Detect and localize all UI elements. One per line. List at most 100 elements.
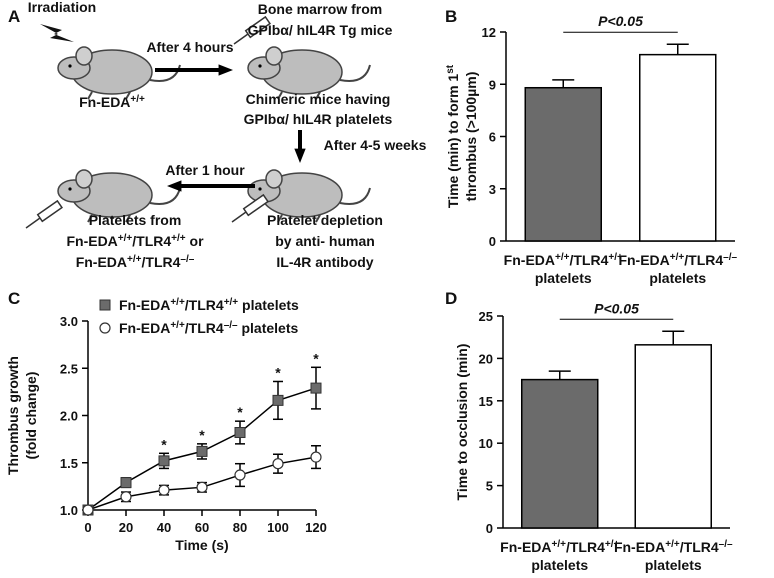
x-tick-label: 100 xyxy=(267,520,289,535)
x-tick-label: 60 xyxy=(195,520,209,535)
y-tick-label: 12 xyxy=(482,25,496,40)
y-tick-label: 0 xyxy=(489,234,496,249)
diagram-text: Fn-EDA+/+ xyxy=(79,94,145,111)
x-tick-label-part: /TLR4 xyxy=(680,539,719,555)
x-tick-label: platelets xyxy=(645,557,702,573)
y-tick-label: 2.5 xyxy=(60,361,78,376)
diagram-text: Fn-EDA+/+/TLR4+/+ or xyxy=(66,233,204,250)
diagram-text-part: /TLR4 xyxy=(142,254,181,270)
marker xyxy=(310,451,322,463)
significance-star: * xyxy=(275,364,281,380)
diagram-text: Irradiation xyxy=(28,0,96,15)
mouse-leg xyxy=(315,214,321,223)
syringe-needle xyxy=(233,33,249,45)
bar xyxy=(521,378,599,529)
y-tick-label: 1.0 xyxy=(60,503,78,518)
mouse-leg xyxy=(87,91,93,100)
x-tick-label-part: +/+ xyxy=(605,539,620,550)
diagram-text: After 4-5 weeks xyxy=(324,137,427,153)
significance-star: * xyxy=(161,436,167,452)
diagram-text-part: Fn-EDA xyxy=(79,94,130,110)
marker xyxy=(234,469,246,481)
diagram-text: Bone marrow from xyxy=(258,1,382,17)
y-axis-label-part: Time (min) to form 1 xyxy=(445,74,461,209)
mouse-leg xyxy=(125,214,131,223)
x-tick-label-part: Fn-EDA xyxy=(500,539,551,555)
mouse-tail xyxy=(339,187,371,205)
y-axis-label-part: Time to occlusion (min) xyxy=(454,344,470,501)
mouse-tail xyxy=(149,187,181,205)
legend-marker xyxy=(99,299,111,311)
y-tick-label: 9 xyxy=(489,77,496,92)
diagram-text: by anti- human xyxy=(275,233,375,249)
mouse-leg xyxy=(125,91,131,100)
diagram-text: Platelet depletion xyxy=(267,212,383,228)
diagram-text-part: Fn-EDA xyxy=(66,233,117,249)
mouse-eye xyxy=(258,64,262,68)
x-tick-label-part: –/– xyxy=(723,252,737,263)
marker xyxy=(234,427,246,439)
diagram-text: Chimeric mice having xyxy=(246,91,391,107)
marker xyxy=(310,382,322,394)
legend-label-part: Fn-EDA xyxy=(119,297,170,313)
diagram-text-part: GPIbα/ hIL4R Tg mice xyxy=(248,22,393,38)
x-tick-label-part: platelets xyxy=(531,557,588,573)
legend-label-part: platelets xyxy=(238,297,299,313)
marker xyxy=(272,458,284,470)
x-tick-label-part: Fn-EDA xyxy=(504,252,555,268)
significance-label: P<0.05 xyxy=(594,300,639,316)
diagram-text: GPIbα/ hIL4R platelets xyxy=(244,111,393,127)
y-axis-label: thrombus (>100µm) xyxy=(463,72,479,202)
marker xyxy=(196,481,208,493)
diagram-text-part: Platelets from xyxy=(89,212,182,228)
arrow-head xyxy=(218,64,233,76)
x-tick-label: Fn-EDA+/+/TLR4+/+ xyxy=(500,539,619,556)
y-tick-label: 15 xyxy=(479,394,493,409)
marker xyxy=(196,445,208,457)
syringe-needle xyxy=(25,217,41,229)
y-axis-label-part: st xyxy=(445,64,456,74)
diagram-text-part: After 4 hours xyxy=(146,39,233,55)
y-tick-label: 5 xyxy=(486,479,493,494)
diagram-text-part: +/+ xyxy=(171,233,186,244)
x-tick-label-part: +/+ xyxy=(608,252,623,263)
mouse-tail xyxy=(339,64,371,82)
x-tick-label: 20 xyxy=(119,520,133,535)
x-tick-label-part: platelets xyxy=(649,270,706,286)
y-tick-label: 3 xyxy=(489,182,496,197)
panel-label: C xyxy=(8,289,20,308)
significance-star: * xyxy=(237,404,243,420)
bar xyxy=(639,53,717,242)
diagram-text-part: –/– xyxy=(180,254,194,265)
y-axis-label-part: (fold change) xyxy=(23,372,39,460)
y-axis-label: Thrombus growth xyxy=(5,356,21,475)
marker xyxy=(158,455,170,467)
mouse-eye xyxy=(68,64,72,68)
x-tick-label-part: +/+ xyxy=(665,539,680,550)
diagram-text: GPIbα/ hIL4R Tg mice xyxy=(248,22,393,38)
syringe-barrel xyxy=(36,199,63,223)
mouse-tail xyxy=(149,64,181,82)
legend-label-part: +/+ xyxy=(170,297,185,308)
diagram-text: Fn-EDA+/+/TLR4–/– xyxy=(76,254,195,271)
diagram-text-part: /TLR4 xyxy=(132,233,171,249)
y-tick-label: 25 xyxy=(479,309,493,324)
mouse-leg xyxy=(277,91,283,100)
diagram-text-part: by anti- human xyxy=(275,233,375,249)
x-tick-label-part: platelets xyxy=(645,557,702,573)
legend-marker xyxy=(99,322,111,334)
significance-label: P<0.05 xyxy=(598,13,643,29)
bar xyxy=(524,86,602,242)
mouse-ear xyxy=(75,46,93,66)
diagram-text: After 1 hour xyxy=(165,162,245,178)
legend-label-part: +/+ xyxy=(224,297,239,308)
mouse-leg xyxy=(87,214,93,223)
legend-label-part: –/– xyxy=(224,320,238,331)
x-tick-label: 0 xyxy=(84,520,91,535)
x-tick-label-part: /TLR4 xyxy=(569,252,608,268)
marker xyxy=(120,477,132,489)
x-tick-label-part: /TLR4 xyxy=(566,539,605,555)
mouse-eye xyxy=(258,187,262,191)
syringe-needle xyxy=(231,211,247,223)
